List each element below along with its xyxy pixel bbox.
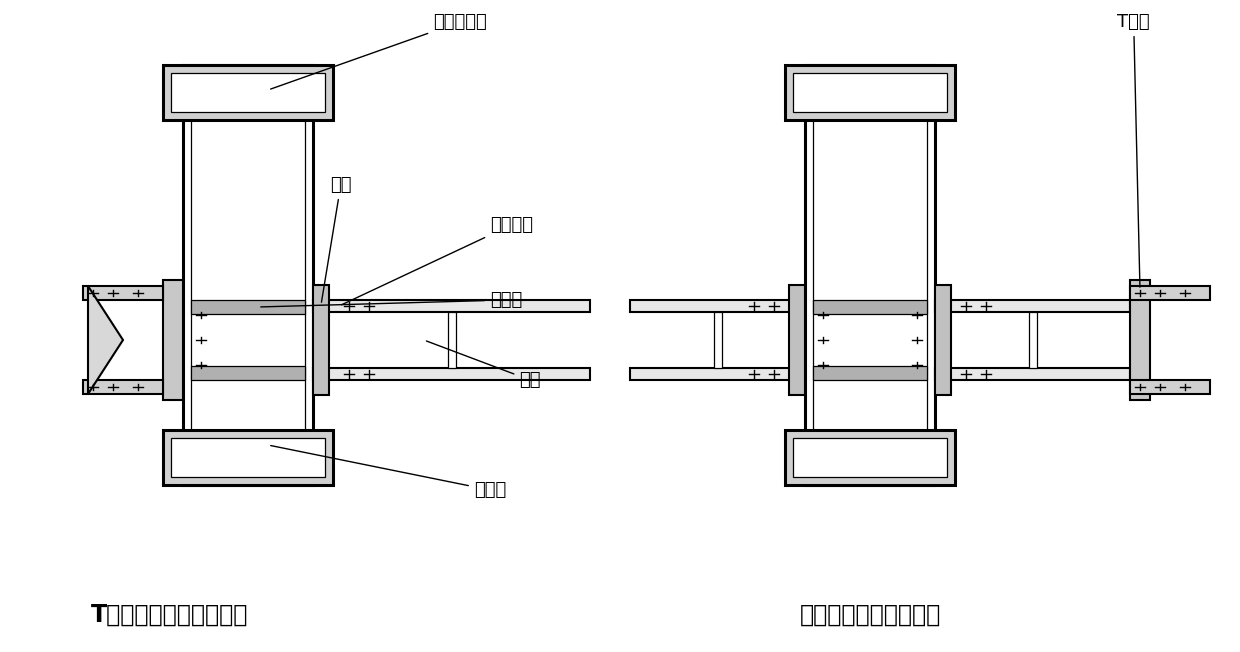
Text: 端板穿心螺栓连接节点: 端板穿心螺栓连接节点 (800, 603, 941, 627)
Bar (1130, 286, 1210, 300)
Text: 穿心螺栓: 穿心螺栓 (341, 216, 533, 305)
Bar (191, 73, 305, 477)
Bar (785, 65, 955, 120)
Bar (1028, 312, 1037, 368)
Bar (785, 430, 955, 485)
Polygon shape (88, 286, 123, 394)
Text: T形件穿心螺栓连接节点: T形件穿心螺栓连接节点 (92, 603, 249, 627)
Text: 钢管柱: 钢管柱 (270, 445, 506, 499)
Bar (935, 285, 951, 395)
Bar (312, 368, 590, 380)
Bar (630, 300, 805, 312)
Bar (191, 300, 305, 314)
Text: 端板: 端板 (321, 176, 351, 303)
Bar (813, 300, 928, 314)
Bar (162, 65, 334, 120)
Bar (713, 312, 722, 368)
Bar (162, 430, 334, 485)
Bar (312, 285, 329, 395)
Text: T形件: T形件 (1117, 13, 1149, 288)
Bar (794, 73, 947, 112)
Bar (794, 438, 947, 477)
Bar (935, 300, 1130, 312)
Bar (448, 312, 455, 368)
Bar (935, 368, 1130, 380)
Bar (83, 286, 162, 300)
Bar (83, 380, 162, 394)
Bar (1130, 280, 1149, 400)
Text: 核心混凝土: 核心混凝土 (270, 13, 487, 89)
Bar (171, 73, 325, 112)
Bar (162, 280, 184, 400)
Bar (184, 65, 312, 485)
Bar (813, 366, 928, 380)
Bar (312, 300, 590, 312)
Bar (630, 368, 805, 380)
Bar (171, 438, 325, 477)
Text: 钢梁: 钢梁 (427, 341, 541, 389)
Bar (813, 73, 928, 477)
Bar (805, 65, 935, 485)
Text: 加劲肋: 加劲肋 (260, 291, 522, 309)
Bar (191, 366, 305, 380)
Bar (789, 285, 805, 395)
Bar (1130, 380, 1210, 394)
